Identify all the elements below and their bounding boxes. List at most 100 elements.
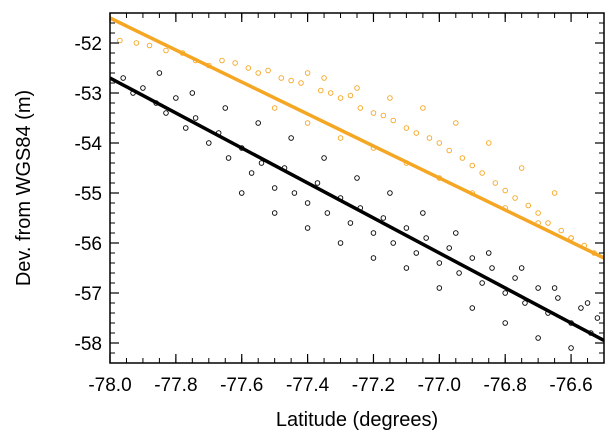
x-tick-label: -77.4 [286, 375, 330, 396]
scatter-point-series-0 [551, 190, 558, 196]
y-tick-label: -56 [75, 234, 102, 255]
scatter-point-series-1 [337, 240, 344, 246]
scatter-point-series-0 [163, 47, 169, 54]
scatter-point-series-1 [479, 280, 485, 286]
scatter-point-series-1 [248, 170, 255, 176]
scatter-point-series-0 [459, 155, 466, 161]
scatter-point-series-1 [502, 290, 508, 296]
scatter-point-series-0 [117, 37, 123, 44]
scatter-point-series-0 [304, 120, 311, 126]
scatter-point-series-0 [255, 70, 261, 76]
scatter-point-series-0 [370, 110, 377, 116]
scatter-point-series-1 [420, 210, 426, 216]
scatter-point-series-0 [265, 67, 271, 74]
scatter-point-series-1 [436, 260, 443, 266]
scatter-point-series-0 [436, 140, 443, 146]
scatter-point-series-1 [314, 180, 321, 186]
scatter-point-series-0 [337, 135, 344, 141]
scatter-point-series-0 [525, 202, 532, 209]
scatter-point-series-1 [436, 285, 443, 291]
scatter-point-series-1 [522, 300, 528, 306]
scatter-point-series-1 [271, 210, 278, 216]
y-axis-ticks: -52 -53 -54 -55 -56 -57 -58 [75, 12, 604, 364]
y-tick-label: -57 [75, 284, 102, 305]
plot-area [110, 16, 604, 351]
scatter-point-series-1 [288, 135, 294, 141]
scatter-point-series-0 [387, 95, 393, 101]
trend-line-series-3 [110, 76, 604, 343]
scatter-point-series-1 [446, 245, 452, 251]
scatter-point-series-0 [403, 125, 410, 131]
scatter-point-series-1 [535, 285, 541, 291]
scatter-point-series-1 [453, 230, 459, 236]
scatter-point-series-0 [232, 60, 238, 66]
scatter-point-series-0 [304, 70, 311, 76]
scatter-point-series-0 [219, 57, 225, 64]
scatter-point-series-0 [318, 87, 324, 94]
scatter-point-series-1 [189, 90, 196, 96]
scatter-point-series-1 [456, 270, 462, 276]
scatter-point-series-0 [479, 170, 485, 176]
scatter-point-series-0 [545, 220, 551, 226]
y-axis-label: Dev. from WGS84 (m) [13, 90, 35, 286]
scatter-point-series-1 [502, 320, 508, 326]
scatter-point-series-0 [485, 140, 492, 146]
scatter-point-series-1 [551, 285, 558, 291]
scatter-point-series-0 [469, 162, 476, 169]
scatter-point-series-0 [298, 80, 304, 86]
scatter-point-series-0 [271, 105, 278, 111]
scatter-point-series-1 [469, 255, 476, 261]
scatter-point-series-1 [291, 190, 298, 196]
x-axis-ticks: -78.0 -77.8 -77.6 -77.4 -77.2 -77.0 -76.8 -76.6 [88, 13, 605, 396]
scatter-point-series-1 [304, 200, 311, 206]
x-axis-label: Latitude (degrees) [276, 409, 438, 431]
scatter-point-series-0 [512, 195, 518, 201]
x-tick-label: -76.6 [549, 375, 592, 396]
scatter-point-series-1 [390, 240, 396, 246]
scatter-point-series-1 [469, 305, 476, 311]
scatter-point-series-1 [370, 255, 377, 261]
scatter-point-series-1 [387, 190, 393, 196]
scatter-point-series-1 [304, 225, 311, 231]
y-tick-label: -58 [75, 334, 102, 355]
scatter-point-series-1 [403, 225, 410, 231]
scatter-point-series-1 [535, 335, 541, 341]
scatter-point-series-1 [324, 210, 331, 216]
scatter-point-series-1 [321, 155, 327, 161]
scatter-point-series-1 [192, 115, 199, 121]
scatter-point-series-0 [133, 40, 140, 46]
scatter-point-series-1 [173, 95, 179, 101]
scatter-point-series-0 [357, 105, 364, 111]
scatter-point-series-1 [182, 125, 189, 131]
scatter-point-series-1 [238, 190, 245, 196]
scatter-point-series-0 [502, 187, 508, 194]
x-tick-label: -76.8 [484, 375, 527, 396]
scatter-point-series-1 [512, 275, 518, 281]
scatter-point-series-1 [584, 300, 591, 306]
scatter-point-series-0 [354, 85, 360, 91]
scatter-point-series-1 [120, 75, 126, 81]
x-tick-label: -77.6 [220, 375, 263, 396]
scatter-point-series-1 [370, 230, 377, 236]
x-tick-label: -77.2 [352, 375, 395, 396]
scatter-point-series-1 [578, 305, 584, 311]
x-tick-label: -77.0 [418, 375, 461, 396]
scatter-point-series-0 [146, 42, 153, 49]
scatter-point-series-1 [380, 215, 387, 221]
scatter-point-series-1 [489, 265, 495, 271]
scatter-point-series-1 [225, 155, 232, 161]
scatter-point-series-1 [206, 140, 212, 146]
scatter-point-series-0 [558, 227, 564, 234]
scatter-point-series-0 [535, 210, 541, 216]
scatter-point-series-0 [278, 75, 285, 81]
scatter-point-series-0 [380, 112, 387, 119]
scatter-point-series-1 [403, 265, 410, 271]
plot-frame [109, 12, 605, 364]
scatter-point-series-1 [594, 315, 601, 321]
scatter-point-series-0 [446, 147, 452, 154]
scatter-point-series-0 [288, 77, 294, 84]
scatter-point-series-1 [568, 345, 574, 351]
scatter-point-series-1 [163, 110, 169, 116]
y-tick-label: -55 [75, 184, 102, 205]
scatter-point-series-1 [555, 295, 561, 301]
